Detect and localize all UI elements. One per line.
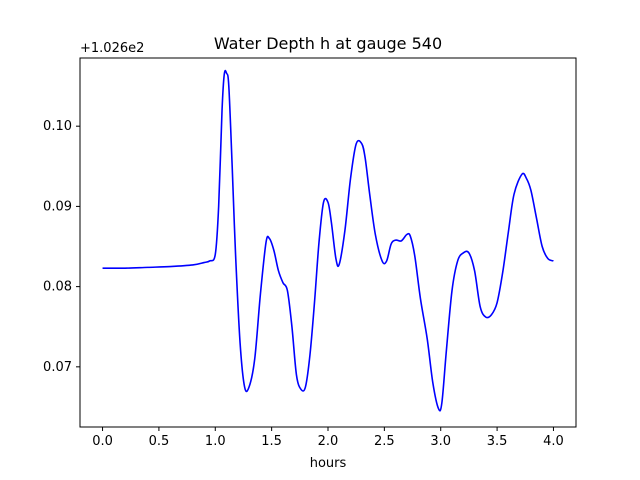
x-tick-label: 1.5	[261, 434, 282, 449]
x-axis-label: hours	[310, 456, 347, 471]
y-tick-label: 0.10	[43, 119, 72, 134]
y-tick-label: 0.07	[43, 360, 72, 375]
x-tick-label: 3.5	[487, 434, 508, 449]
series-line	[102, 69, 554, 412]
x-tick-label: 2.5	[374, 434, 395, 449]
x-axis: 0.0 0.5 1.0 1.5 2.0 2.5 3.0 3.5 4.0	[92, 427, 564, 449]
y-offset-label: +1.026e2	[80, 41, 144, 56]
x-tick-label: 0.0	[92, 434, 113, 449]
y-tick-label: 0.09	[43, 199, 72, 214]
y-axis: 0.07 0.08 0.09 0.10	[43, 119, 80, 375]
chart-title: Water Depth h at gauge 540	[214, 34, 442, 53]
plot-area: 0.0 0.5 1.0 1.5 2.0 2.5 3.0 3.5 4.0 0.07 0.08 0.09…	[43, 57, 577, 449]
series-layer	[102, 69, 554, 412]
x-tick-label: 1.0	[205, 434, 226, 449]
x-tick-label: 0.5	[149, 434, 170, 449]
x-tick-label: 4.0	[543, 434, 564, 449]
x-tick-label: 3.0	[430, 434, 451, 449]
x-tick-label: 2.0	[318, 434, 339, 449]
y-tick-label: 0.08	[43, 280, 72, 295]
